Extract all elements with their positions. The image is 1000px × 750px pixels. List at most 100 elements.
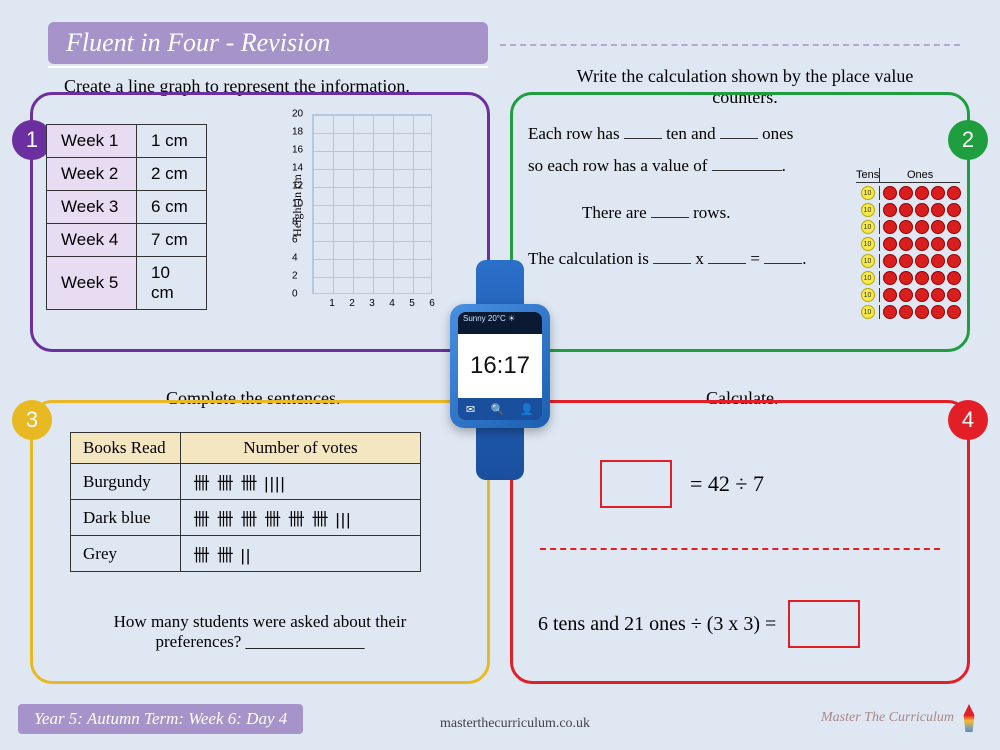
blank xyxy=(712,154,782,171)
one-counter xyxy=(947,254,961,268)
y-tick: 10 xyxy=(292,199,303,210)
page-title: Fluent in Four - Revision xyxy=(48,22,488,64)
counter-row: 10 xyxy=(856,186,960,200)
q4-equation-2: 6 tens and 21 ones ÷ (3 x 3) = xyxy=(538,600,860,648)
counter-row: 10 xyxy=(856,254,960,268)
one-counter xyxy=(947,237,961,251)
one-counter xyxy=(915,271,929,285)
one-counter xyxy=(915,237,929,251)
one-counter xyxy=(915,305,929,319)
one-counter xyxy=(931,237,945,251)
col-header: Books Read xyxy=(71,433,181,464)
table-row: Week 36 cm xyxy=(47,191,207,224)
q4-equation-1: = 42 ÷ 7 xyxy=(600,460,764,508)
ten-counter: 10 xyxy=(861,237,875,251)
q4-number-badge: 4 xyxy=(948,400,988,440)
one-counter xyxy=(931,186,945,200)
place-value-counters: Tens Ones 1010101010101010 xyxy=(856,168,960,319)
blank xyxy=(764,247,802,264)
title-text: Fluent in Four - Revision xyxy=(66,28,330,58)
table-row: Burgundy卌 卌 卌 |||| xyxy=(71,464,421,500)
smartwatch-illustration: Sunny 20°C ☀ 16:17 ✉ 🔍 👤 xyxy=(438,260,562,480)
one-counter xyxy=(899,237,913,251)
one-counter xyxy=(883,288,897,302)
one-counter xyxy=(931,254,945,268)
one-counter xyxy=(899,220,913,234)
flame-icon xyxy=(960,704,978,732)
watch-screen: Sunny 20°C ☀ 16:17 ✉ 🔍 👤 xyxy=(458,312,542,420)
q1-data-table: Week 11 cm Week 22 cm Week 36 cm Week 47… xyxy=(46,124,207,310)
q4-separator xyxy=(540,548,940,550)
table-row: Week 11 cm xyxy=(47,125,207,158)
x-tick: 3 xyxy=(369,298,375,309)
blank xyxy=(651,201,689,218)
one-counter xyxy=(899,203,913,217)
one-counter xyxy=(883,203,897,217)
one-counter xyxy=(931,203,945,217)
q3-number-badge: 3 xyxy=(12,400,52,440)
q3-tally-table: Books Read Number of votes Burgundy卌 卌 卌… xyxy=(70,432,421,572)
y-tick: 8 xyxy=(292,217,298,228)
y-tick: 4 xyxy=(292,253,298,264)
ten-counter: 10 xyxy=(861,254,875,268)
grid-area xyxy=(312,114,432,294)
one-counter xyxy=(883,254,897,268)
ten-counter: 10 xyxy=(861,271,875,285)
x-tick: 5 xyxy=(409,298,415,309)
one-counter xyxy=(899,254,913,268)
counter-row: 10 xyxy=(856,288,960,302)
footer-term-info: Year 5: Autumn Term: Week 6: Day 4 xyxy=(18,704,303,734)
answer-box xyxy=(600,460,672,508)
one-counter xyxy=(915,203,929,217)
counter-row: 10 xyxy=(856,237,960,251)
counter-row: 10 xyxy=(856,220,960,234)
one-counter xyxy=(883,186,897,200)
user-icon: 👤 xyxy=(520,403,534,416)
y-tick: 16 xyxy=(292,145,303,156)
y-tick: 2 xyxy=(292,271,298,282)
table-row: Dark blue卌 卌 卌 卌 卌 卌 ||| xyxy=(71,500,421,536)
x-tick: 2 xyxy=(349,298,355,309)
one-counter xyxy=(931,305,945,319)
one-counter xyxy=(915,186,929,200)
x-tick: 1 xyxy=(329,298,335,309)
one-counter xyxy=(915,254,929,268)
one-counter xyxy=(899,305,913,319)
x-tick: 6 xyxy=(429,298,435,309)
one-counter xyxy=(915,220,929,234)
ten-counter: 10 xyxy=(861,203,875,217)
one-counter xyxy=(947,186,961,200)
y-tick: 14 xyxy=(292,163,303,174)
col-header: Number of votes xyxy=(181,433,421,464)
one-counter xyxy=(947,288,961,302)
one-counter xyxy=(931,271,945,285)
header-dashed-line xyxy=(500,44,960,46)
y-tick: 20 xyxy=(292,109,303,120)
one-counter xyxy=(931,220,945,234)
y-tick: 6 xyxy=(292,235,298,246)
one-counter xyxy=(899,271,913,285)
table-row: Grey卌 卌 || xyxy=(71,536,421,572)
one-counter xyxy=(947,203,961,217)
one-counter xyxy=(931,288,945,302)
one-counter xyxy=(947,305,961,319)
answer-box xyxy=(788,600,860,648)
x-tick: 4 xyxy=(389,298,395,309)
search-icon: 🔍 xyxy=(491,403,505,416)
watch-case: Sunny 20°C ☀ 16:17 ✉ 🔍 👤 xyxy=(450,304,550,428)
one-counter xyxy=(947,220,961,234)
blank xyxy=(624,122,662,139)
mail-icon: ✉ xyxy=(466,403,475,416)
one-counter xyxy=(947,271,961,285)
ten-counter: 10 xyxy=(861,288,875,302)
q3-question: How many students were asked about their… xyxy=(90,612,430,652)
footer-brand: Master The Curriculum xyxy=(821,704,978,732)
counter-row: 10 xyxy=(856,305,960,319)
one-counter xyxy=(883,271,897,285)
ones-header: Ones xyxy=(880,168,960,182)
one-counter xyxy=(899,186,913,200)
y-tick: 18 xyxy=(292,127,303,138)
table-row: Week 510 cm xyxy=(47,257,207,310)
watch-status-bar: Sunny 20°C ☀ xyxy=(458,312,542,334)
watch-time: 16:17 xyxy=(458,334,542,398)
